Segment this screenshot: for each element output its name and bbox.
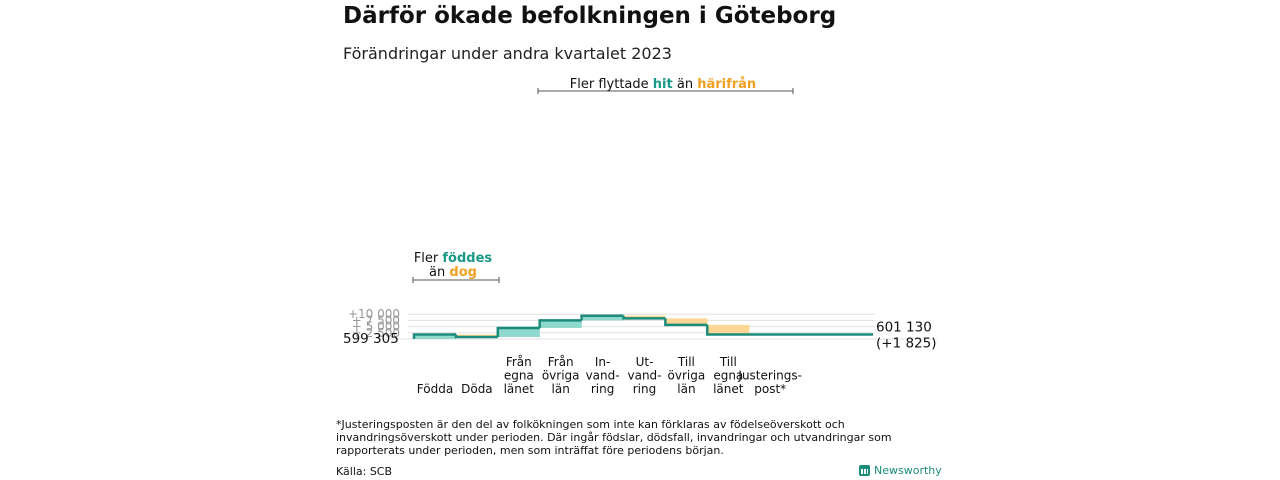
category-label: Från [548,355,574,369]
category-label: övriga [668,369,706,383]
annotation-text: Fler [414,251,443,266]
category-label: län [677,382,695,396]
category-label: länet [504,382,535,396]
y-tick-label: + 5 000 [352,320,400,334]
annotation-text: Fler flyttade [570,77,653,92]
category-label: Från [506,355,532,369]
category-label: ring [591,382,615,396]
category-label: egna [504,369,534,383]
annotation-text: än [673,77,697,92]
footnote: *Justeringsposten är den del av folkökni… [336,418,892,457]
category-label: ring [633,382,657,396]
category-label: Till [677,355,695,369]
source-label: Källa: SCB [336,465,393,478]
category-label: Födda [417,382,453,396]
category-label: Ut- [636,355,654,369]
bar-increase [414,334,456,339]
category-label: Justerings- [737,369,802,383]
annotation-text: än [429,265,449,280]
bar-decrease [665,318,708,325]
births-annotation-line2: än dog [429,265,477,280]
chart-subtitle: Förändringar under andra kvartalet 2023 [343,44,672,63]
y-tick-label: + 7 500 [352,313,400,327]
category-label: vand- [586,369,620,383]
bar-increase [539,320,582,328]
category-label: Till [719,355,737,369]
births-annotation-line1: Fler föddes [414,251,493,266]
newsworthy-icon [859,465,870,476]
migration-annotation: Fler flyttade hit än härifrån [570,77,756,92]
category-label: vand- [627,369,661,383]
category-label: länet [713,382,744,396]
bar-decrease [707,324,750,335]
newsworthy-logo: Newsworthy [859,464,942,477]
brand-name: Newsworthy [874,464,942,477]
annotation-highlight-away: härifrån [697,77,756,92]
y-tick-label: +10 000 [348,307,400,321]
category-label: övriga [542,369,580,383]
y-tick-label: + 2 500 [352,326,400,340]
chart-title: Därför ökade befolkningen i Göteborg [343,3,837,29]
end-change-label: (+1 825) [876,335,937,351]
category-label: In- [595,355,610,369]
category-label: Döda [461,382,493,396]
bar-increase [497,327,540,338]
category-label: egna [713,369,743,383]
end-value-label: 601 130 [876,319,932,335]
category-label: län [552,382,570,396]
bar-decrease [623,315,666,319]
annotation-highlight-born: föddes [442,251,492,266]
bar-increase [581,315,624,321]
start-value-label: 599 305 [343,331,399,347]
category-label: post* [754,382,786,396]
cumulative-line [412,314,873,339]
annotation-highlight-died: dog [449,265,477,280]
annotation-highlight-here: hit [653,77,673,92]
